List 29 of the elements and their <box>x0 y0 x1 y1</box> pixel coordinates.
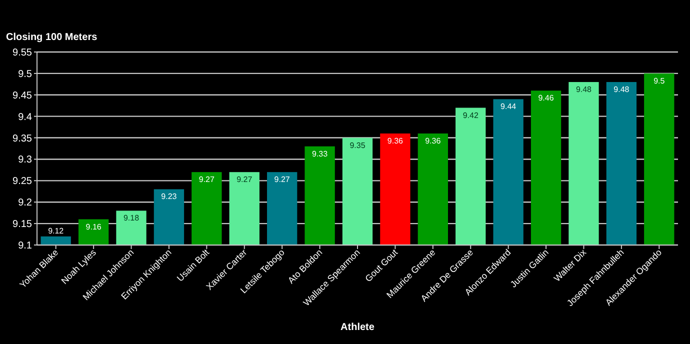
data-label: 9.44 <box>500 102 517 112</box>
data-label: 9.27 <box>274 175 290 184</box>
x-axis-title: Athlete <box>340 322 375 333</box>
y-tick-label: 9.4 <box>18 112 32 123</box>
data-label: 9.23 <box>161 192 178 202</box>
data-label: 9.46 <box>538 94 554 103</box>
data-label: 9.36 <box>387 136 404 146</box>
data-label: 9.5 <box>654 76 666 86</box>
y-tick-label: 9.15 <box>12 219 32 230</box>
data-label: 9.48 <box>614 85 630 94</box>
data-label: 9.35 <box>350 140 366 150</box>
data-label: 9.42 <box>462 110 479 120</box>
y-tick-label: 9.3 <box>18 154 32 166</box>
data-label: 9.12 <box>48 226 64 236</box>
data-label: 9.18 <box>123 214 140 223</box>
data-label: 9.16 <box>86 222 102 232</box>
y-tick-label: 9.45 <box>12 90 32 102</box>
y-tick-label: 9.2 <box>18 198 32 209</box>
data-label: 9.36 <box>425 136 442 146</box>
data-label: 9.27 <box>198 175 216 184</box>
data-label: 9.33 <box>312 149 328 158</box>
y-tick-label: 9.25 <box>12 176 32 188</box>
y-tick-label: 9.5 <box>18 68 32 80</box>
y-tick-label: 9.1 <box>18 240 32 252</box>
y-tick-label: 9.55 <box>12 48 32 58</box>
data-label: 9.27 <box>236 175 253 184</box>
data-label: 9.48 <box>576 85 592 94</box>
y-tick-label: 9.35 <box>12 133 32 144</box>
chart-title: Closing 100 Meters <box>6 32 98 43</box>
